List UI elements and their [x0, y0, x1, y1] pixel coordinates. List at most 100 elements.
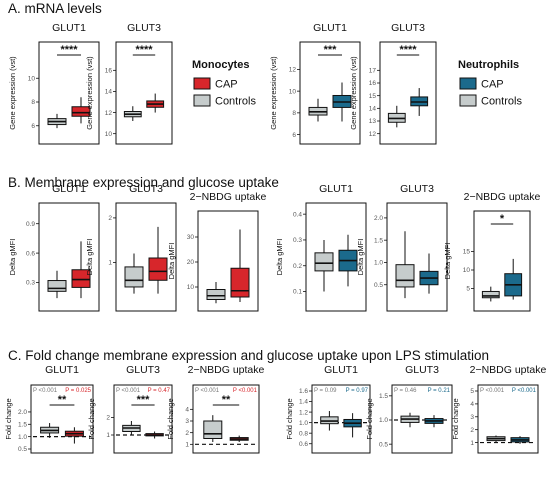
panel-title: GLUT3 [405, 364, 439, 376]
y-tick-label: 1.0 [374, 260, 383, 267]
y-tick-label: 1.4 [299, 399, 308, 406]
y-axis-label: Fold change [166, 398, 175, 439]
y-axis-label: Delta gMFI [356, 239, 365, 276]
panel-title: GLUT1 [45, 364, 79, 376]
y-tick-label: 1.0 [18, 434, 27, 441]
legend-label: Controls [481, 96, 522, 108]
y-axis-label: Delta gMFI [275, 239, 284, 276]
y-tick-label: 2.0 [18, 409, 27, 416]
legend: Neutrophils CAP Controls [458, 59, 522, 108]
p-value-label: P = 0.46 [394, 388, 417, 394]
y-axis-label: Fold change [87, 398, 96, 439]
panel-title: 2−NBDG uptake [464, 191, 541, 203]
p-value-label: P <0.001 [512, 388, 537, 394]
significance-label: ** [58, 394, 67, 406]
chart-panel: 2−NBDG uptake Fold change 1 2 3 4 P <0.001 P <0… [166, 364, 265, 454]
plot-frame [197, 210, 259, 312]
y-axis-label: Delta gMFI [8, 239, 17, 276]
legend-title: Neutrophils [458, 59, 519, 71]
y-axis-label: Gene expression (vst) [349, 56, 358, 130]
plot-frame [115, 41, 173, 145]
y-tick-label: 16 [105, 68, 113, 75]
y-axis-label: Delta gMFI [85, 239, 94, 276]
panel-title: GLUT1 [313, 22, 347, 34]
chart-panel: GLUT3 Delta gMFI 0.5 1.0 1.5 2.0 [356, 183, 448, 312]
y-axis-label: Gene expression (vst) [8, 56, 17, 130]
y-tick-label: 2 [185, 430, 189, 437]
plot-frame [477, 384, 539, 454]
chart-panel: GLUT3 Fold change 1 2 P <0.001 P = 0.47*** [87, 364, 173, 454]
panel-title: 2−NBDG uptake [470, 364, 547, 376]
p-value-label: P = 0.21 [428, 388, 451, 394]
panel-title: 2−NBDG uptake [190, 191, 267, 203]
y-tick-label: 5 [466, 286, 470, 293]
box-cap [71, 106, 91, 117]
y-tick-label: 5 [470, 388, 474, 395]
significance-label: **** [60, 44, 78, 56]
box-controls [47, 280, 67, 292]
plot-frame [30, 384, 94, 454]
y-axis-label: Gene expression (vst) [269, 56, 278, 130]
box-cap [230, 267, 250, 298]
y-tick-label: 8 [31, 99, 35, 106]
legend-swatch [459, 94, 477, 107]
panel-title: GLUT3 [127, 22, 161, 34]
y-tick-label: 1.5 [379, 393, 388, 400]
chart-panel: GLUT3 Gene expression (vst) 12 13 14 15 16 17 **… [349, 22, 437, 145]
y-tick-label: 15 [369, 93, 377, 100]
y-tick-label: 0.3 [26, 280, 35, 287]
panel-title: GLUT3 [400, 183, 434, 195]
y-tick-label: 12 [369, 131, 377, 138]
y-tick-label: 12 [105, 110, 113, 117]
y-tick-label: 0.1 [293, 289, 302, 296]
box-cap [71, 269, 91, 288]
plot-frame [192, 384, 260, 454]
y-tick-label: 1.0 [379, 417, 388, 424]
y-tick-label: 0.2 [293, 263, 302, 270]
y-tick-label: 2 [106, 415, 110, 422]
p-value-label: P = 0.97 [346, 388, 369, 394]
plot-frame [38, 41, 100, 145]
y-axis-label: Delta gMFI [167, 243, 176, 280]
y-tick-label: 10 [187, 284, 195, 291]
panel-title: GLUT1 [52, 22, 86, 34]
plot-frame [299, 41, 361, 145]
y-tick-label: 30 [187, 234, 195, 241]
y-axis-label: Fold change [285, 398, 294, 439]
plot-frame [115, 202, 177, 312]
y-tick-label: 1 [185, 442, 189, 449]
legend-swatch [193, 77, 211, 90]
chart-panel: GLUT1 Delta gMFI 0.3 0.6 0.9 [8, 183, 100, 312]
y-tick-label: 1.5 [374, 237, 383, 244]
y-tick-label: 4 [185, 407, 189, 414]
y-tick-label: 0.9 [26, 221, 35, 228]
y-tick-label: 0.5 [379, 441, 388, 448]
y-tick-label: 16 [369, 80, 377, 87]
y-axis-label: Fold change [451, 398, 460, 439]
y-tick-label: 1 [106, 432, 110, 439]
significance-label: ** [222, 394, 231, 406]
y-tick-label: 15 [463, 249, 471, 256]
box-controls [314, 252, 334, 272]
chart-panel: GLUT1 Gene expression (vst) 6 8 10 **** [8, 22, 100, 145]
chart-panel: GLUT3 Delta gMFI 1 2 [85, 183, 177, 312]
y-tick-label: 10 [28, 75, 36, 82]
legend-label: CAP [481, 79, 504, 91]
y-tick-label: 1.6 [299, 388, 308, 395]
y-tick-label: 0.5 [18, 446, 27, 453]
chart-panel: 2−NBDG uptake Fold change 1 2 3 4 5 P <0.001 P <… [451, 364, 547, 454]
p-value-label: P <0.001 [116, 388, 141, 394]
panel-title: 2−NBDG uptake [188, 364, 265, 376]
y-tick-label: 0.8 [299, 430, 308, 437]
y-tick-label: 6 [31, 123, 35, 130]
legend: Monocytes CAP Controls [192, 59, 256, 108]
y-tick-label: 2 [470, 427, 474, 434]
p-value-label: P = 0.47 [148, 388, 171, 394]
section-title-c: C. Fold change membrane expression and g… [8, 348, 490, 363]
y-tick-label: 14 [369, 106, 377, 113]
y-tick-label: 3 [185, 418, 189, 425]
panel-title: GLUT1 [52, 183, 86, 195]
y-tick-label: 4 [470, 401, 474, 408]
